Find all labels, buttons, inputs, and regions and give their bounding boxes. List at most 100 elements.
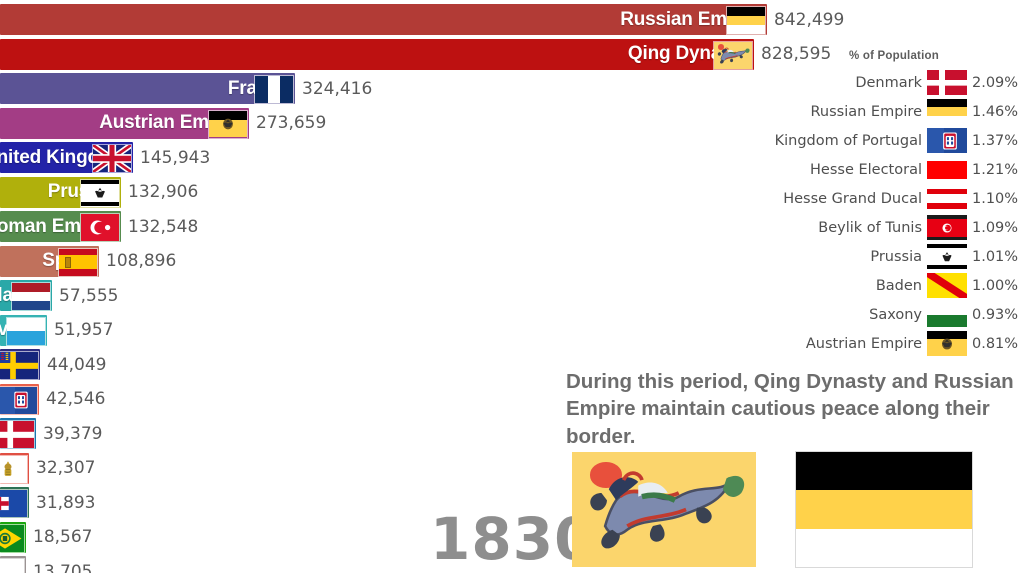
legend-row[interactable]: Hesse Electoral 1.21% — [768, 155, 1020, 184]
bar-row[interactable]: Netherlands57,555 — [0, 280, 118, 311]
bar-row[interactable]: Prussia 132,906 — [0, 176, 199, 208]
bar-value: 18,567 — [33, 527, 93, 547]
flag-denmark-icon — [0, 421, 34, 448]
bar-value: 842,499 — [774, 9, 845, 30]
bar-value: 828,595 — [761, 44, 832, 64]
legend-country-name: Austrian Empire — [805, 335, 922, 352]
bar-value: 132,906 — [128, 182, 199, 202]
legend-country-name: Hesse Grand Ducal — [783, 190, 922, 207]
legend-row[interactable]: Austrian Empire 0.81% — [768, 329, 1020, 358]
flag-netherlands-icon — [12, 283, 50, 310]
bar-row[interactable]: Qing Dynasty 828,595 — [0, 38, 832, 70]
flag-sardinia-icon — [0, 490, 27, 517]
flag-qing-icon — [714, 41, 752, 69]
flag-portugal-kingdom-icon — [0, 386, 37, 414]
bar-row[interactable]: Empire of Brazil 18,567 — [0, 521, 93, 553]
flag-ottoman-icon — [81, 214, 119, 241]
legend-country-name: Russian Empire — [810, 103, 922, 120]
legend-percent-value: 0.81% — [972, 335, 1019, 352]
bar-value: 57,555 — [59, 285, 119, 306]
flag-saxony-icon — [0, 559, 24, 573]
bar-value: 13,705 — [33, 561, 93, 573]
legend-row[interactable]: Russian Empire 1.46% — [768, 97, 1020, 126]
bar-value: 39,379 — [43, 423, 103, 444]
flag-sweden-icon — [0, 352, 38, 379]
legend-flag-austria-empire-icon — [927, 331, 967, 356]
bar-row[interactable]: Russian Empire 842,499 — [0, 4, 844, 35]
bar-label: Russian Empire — [620, 8, 761, 30]
flag-brazil-empire-icon — [0, 524, 24, 552]
legend-percent-value: 1.09% — [972, 219, 1019, 236]
flag-two-sicilies-icon — [0, 455, 27, 483]
legend-row[interactable]: Denmark 2.09% — [768, 68, 1020, 97]
legend-row[interactable]: Hesse Grand Ducal 1.10% — [768, 184, 1020, 213]
bar-label: Austrian Empire — [99, 112, 243, 133]
legend-flag-saxony-icon — [927, 302, 967, 327]
legend-flag-denmark-icon — [927, 70, 967, 95]
bar-row[interactable]: Ottoman Empire 132,548 — [0, 211, 198, 242]
bar-row[interactable]: Kingdom of Portugal 42,546 — [0, 383, 106, 415]
population-legend-panel: % of Population Denmark 2.09% Russian Emp… — [768, 50, 1020, 358]
flag-russia-imperial-icon — [727, 7, 765, 34]
legend-flag-baden-icon — [927, 273, 967, 298]
big-flag-qing-icon — [572, 452, 756, 567]
bar: Russian Empire — [0, 4, 767, 35]
bar-row[interactable]: Sweden 44,049 — [0, 349, 106, 380]
legend-flag-portugal-kingdom-icon — [927, 128, 967, 153]
bar-row[interactable]: Two Sicilies 32,307 — [0, 452, 95, 484]
bar-row[interactable]: Austrian Empire 273,659 — [0, 107, 327, 139]
bar-row[interactable]: Bavaria51,957 — [0, 314, 114, 346]
bar-row[interactable]: United Kingdom 145,943 — [0, 142, 210, 173]
legend-flag-prussia-icon — [927, 244, 967, 269]
legend-row[interactable]: Beylik of Tunis 1.09% — [768, 213, 1020, 242]
legend-title: % of Population — [849, 50, 939, 62]
bar-row[interactable]: Denmark 39,379 — [0, 418, 102, 449]
legend-flag-russia-imperial-icon — [927, 99, 967, 124]
bar-value: 108,896 — [106, 251, 177, 271]
legend-country-name: Beylik of Tunis — [818, 219, 922, 236]
legend-country-name: Kingdom of Portugal — [774, 132, 922, 149]
legend-row[interactable]: Saxony 0.93% — [768, 300, 1020, 329]
bar-value: 324,416 — [302, 78, 373, 99]
flag-uk-icon — [93, 145, 131, 172]
legend-percent-value: 1.10% — [972, 190, 1019, 207]
legend-flag-tunis-icon — [927, 215, 967, 240]
legend-row[interactable]: Prussia 1.01% — [768, 242, 1020, 271]
legend-percent-value: 1.00% — [972, 277, 1019, 294]
legend-flag-hesse-electoral-icon — [927, 157, 967, 182]
bar-row[interactable]: Saxony13,705 — [0, 556, 92, 573]
bar-value: 31,893 — [36, 492, 96, 513]
legend-percent-value: 2.09% — [972, 74, 1019, 91]
legend-flag-hesse-grand-ducal-icon — [927, 186, 967, 211]
legend-percent-value: 1.21% — [972, 161, 1019, 178]
bar-value: 273,659 — [256, 113, 327, 133]
bar-row[interactable]: France 324,416 — [0, 73, 372, 104]
legend-row[interactable]: Kingdom of Portugal 1.37% — [768, 126, 1020, 155]
flag-prussia-icon — [81, 179, 119, 207]
legend-percent-value: 1.37% — [972, 132, 1019, 149]
bar: Austrian Empire — [0, 107, 249, 139]
bar: France — [0, 73, 295, 104]
bar-value: 132,548 — [128, 216, 199, 237]
bar-value: 42,546 — [46, 389, 106, 409]
year-label: 1830 — [430, 505, 596, 573]
bar-value: 51,957 — [54, 320, 114, 340]
legend-percent-value: 1.46% — [972, 103, 1019, 120]
legend-country-name: Prussia — [870, 248, 922, 265]
flag-spain-icon — [59, 248, 97, 276]
legend-country-name: Baden — [875, 277, 922, 294]
legend-percent-value: 1.01% — [972, 248, 1019, 265]
big-flag-russian-empire-icon — [796, 452, 972, 567]
flag-austria-empire-icon — [209, 110, 247, 138]
bar-row[interactable]: Sardinia 31,893 — [0, 487, 95, 518]
flag-france-icon — [255, 76, 293, 103]
legend-rows: Denmark 2.09% Russian Empire 1.46% Kingdom … — [768, 68, 1020, 358]
flag-bavaria-icon — [7, 317, 45, 345]
legend-percent-value: 0.93% — [972, 306, 1019, 323]
bar-value: 44,049 — [47, 354, 107, 375]
legend-country-name: Saxony — [869, 306, 922, 323]
legend-row[interactable]: Baden 1.00% — [768, 271, 1020, 300]
bar-row[interactable]: Spain108,896 — [0, 245, 177, 277]
